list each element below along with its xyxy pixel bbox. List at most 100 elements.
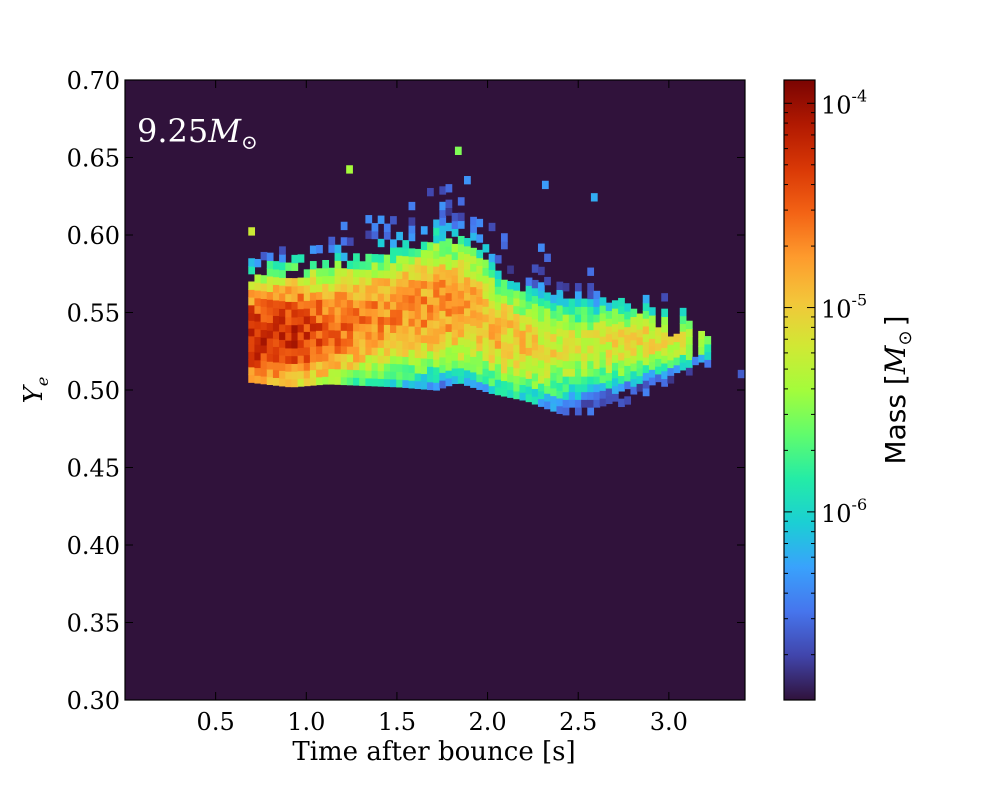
heatmap-cell (254, 375, 262, 384)
heatmap-cell (359, 261, 366, 270)
heatmap-cell (433, 382, 440, 391)
heatmap-cell (322, 298, 329, 308)
heatmap-cell (605, 310, 613, 319)
heatmap-cell (698, 346, 705, 355)
heatmap-cell (414, 341, 422, 351)
heatmap-cell (408, 333, 416, 342)
heatmap-cell (285, 301, 293, 310)
heatmap-cell (599, 343, 607, 353)
heatmap-cell (427, 350, 434, 360)
heatmap-cell (359, 276, 366, 286)
heatmap-cell (248, 320, 256, 329)
heatmap-cell (470, 371, 477, 381)
heatmap-cell (248, 304, 256, 314)
heatmap-cell (377, 339, 385, 348)
heatmap-cell (494, 293, 502, 303)
heatmap-cell (248, 366, 256, 376)
heatmap-cell (513, 305, 521, 314)
heatmap-cell (334, 329, 342, 339)
heatmap-cell (611, 393, 619, 402)
heatmap-cell (371, 254, 379, 263)
heatmap-cell (328, 290, 336, 300)
heatmap-cell (377, 308, 385, 317)
heatmap-cell (531, 357, 539, 366)
heatmap-cell (402, 356, 410, 365)
heatmap-cell (593, 391, 601, 400)
heatmap-cell (445, 331, 453, 340)
heatmap-cell (611, 331, 619, 340)
heatmap-cell (279, 277, 286, 286)
heatmap-cell (513, 359, 521, 369)
heatmap-cell (519, 345, 527, 355)
heatmap-cell (445, 277, 453, 286)
heatmap-cell (587, 290, 595, 300)
heatmap-cell (371, 261, 379, 271)
heatmap-cell (531, 279, 539, 289)
heatmap-cell (562, 391, 570, 400)
heatmap-cell (630, 316, 638, 325)
heatmap-cell (488, 339, 496, 348)
heatmap-cell (593, 383, 601, 393)
heatmap-cell (611, 385, 619, 394)
heatmap-cell (328, 314, 336, 323)
heatmap-cell (402, 302, 410, 311)
heatmap-cell (476, 381, 484, 390)
heatmap-cell (340, 283, 348, 293)
heatmap-cell (500, 302, 508, 312)
heatmap-cell (562, 407, 570, 416)
heatmap-cell (470, 325, 477, 334)
heatmap-cell (537, 398, 545, 407)
heatmap-cell (507, 288, 514, 298)
heatmap-cell (433, 266, 440, 275)
heatmap-cell (476, 304, 484, 313)
heatmap-cell (488, 346, 496, 356)
heatmap-cell (451, 375, 459, 385)
heatmap-cell (377, 293, 385, 302)
heatmap-cell (507, 281, 514, 290)
heatmap-cell (556, 312, 564, 321)
heatmap-cell (309, 307, 317, 316)
heatmap-cell (476, 280, 484, 290)
heatmap-cell (420, 288, 428, 297)
y-tick-label: 0.35 (67, 610, 120, 638)
heatmap-cell (408, 271, 416, 280)
heatmap-cell (550, 395, 558, 404)
heatmap-cell (636, 383, 644, 392)
heatmap-cell (272, 284, 280, 293)
heatmap-cell (550, 387, 558, 397)
heatmap-cell (322, 314, 329, 323)
heatmap-cell (340, 268, 348, 277)
heatmap-cell (439, 287, 447, 296)
heatmap-cell (285, 262, 293, 271)
heatmap-cell (433, 219, 440, 228)
heatmap-cell (390, 216, 397, 225)
heatmap-cell (519, 384, 527, 393)
heatmap-cell (562, 306, 570, 315)
heatmap-cell (667, 367, 675, 376)
heatmap-cell (402, 247, 410, 257)
heatmap-cell (507, 389, 514, 398)
heatmap-cell (272, 346, 280, 355)
heatmap-cell (359, 377, 366, 386)
heatmap-cell (568, 345, 576, 354)
heatmap-cell (309, 369, 317, 378)
heatmap-cell (556, 390, 564, 399)
heatmap-cell (470, 294, 477, 303)
heatmap-cell (451, 305, 459, 315)
heatmap-cell (279, 354, 286, 364)
heatmap-cell (544, 362, 551, 371)
heatmap-cell (581, 321, 588, 331)
heatmap-cell (353, 253, 360, 262)
heatmap-cell (427, 311, 434, 321)
heatmap-cell (568, 376, 576, 385)
heatmap-cell (365, 354, 373, 363)
heatmap-cell (371, 277, 379, 286)
heatmap-cell (272, 361, 280, 371)
heatmap-cell (476, 234, 484, 243)
heatmap-cell (482, 344, 490, 354)
heatmap-cell (303, 300, 311, 309)
heatmap-cell (655, 327, 662, 336)
heatmap-cell (581, 337, 588, 346)
heatmap-cell (272, 307, 280, 316)
heatmap-cell (550, 294, 558, 304)
